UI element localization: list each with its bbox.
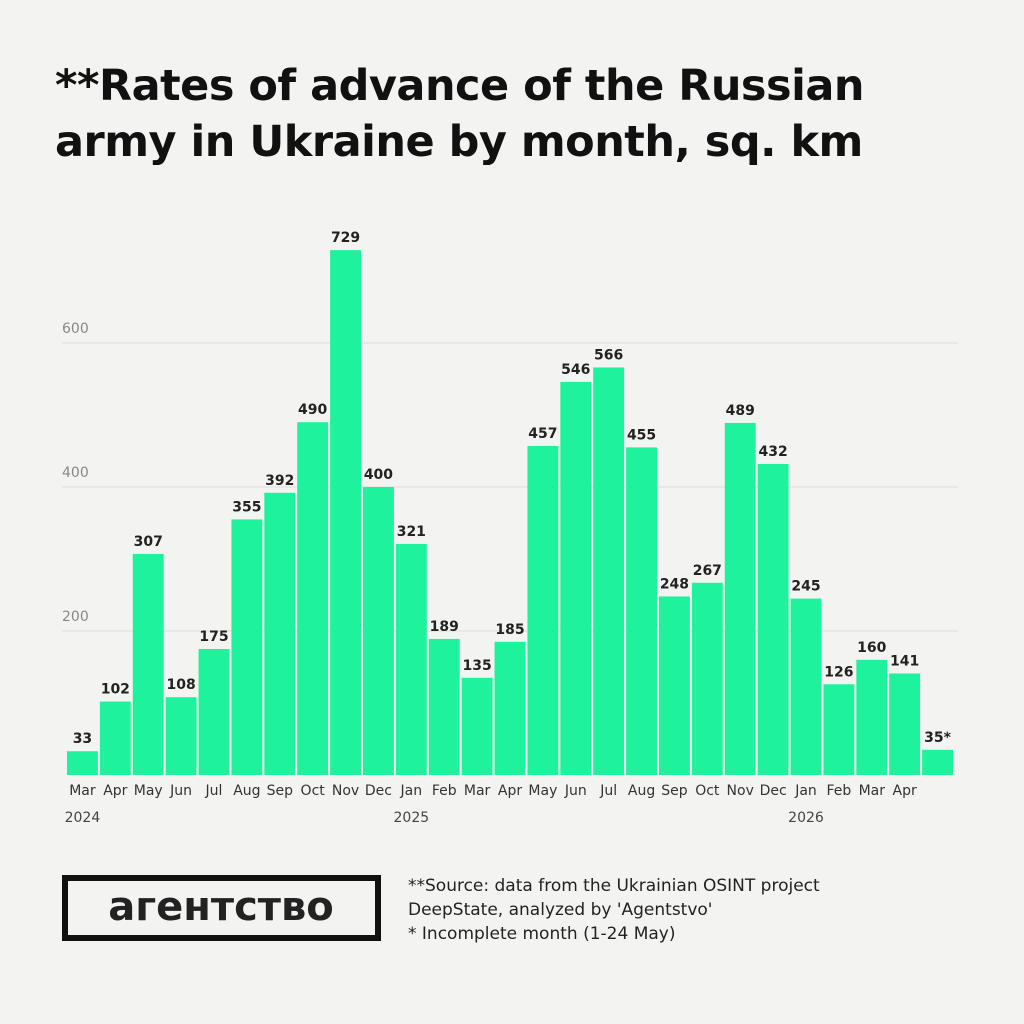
bar	[330, 250, 361, 775]
bar	[691, 582, 723, 775]
x-tick-label: Oct	[695, 783, 720, 799]
bar	[856, 659, 888, 775]
bar	[132, 553, 164, 775]
value-label: 135	[462, 658, 491, 674]
x-tick-label: Jun	[564, 783, 587, 799]
bar	[922, 749, 953, 775]
x-tick-label: Aug	[628, 783, 655, 799]
value-label: 729	[331, 230, 360, 246]
note: **Source: data from the Ukrainian OSINT …	[408, 876, 820, 896]
value-label: 33	[73, 731, 92, 747]
value-label: 35*	[924, 730, 951, 746]
x-tick-label: Aug	[233, 783, 260, 799]
value-label: 267	[693, 563, 722, 579]
year-label: 2024	[65, 810, 101, 826]
bar	[264, 492, 296, 775]
x-tick-label: Mar	[464, 783, 491, 799]
bar	[659, 596, 690, 775]
value-label: 108	[166, 677, 195, 693]
x-tick-label: Jan	[794, 783, 817, 799]
value-label: 141	[890, 653, 919, 669]
bar	[395, 543, 427, 775]
bar	[428, 638, 460, 775]
bar	[67, 751, 98, 775]
logo-box	[62, 875, 381, 941]
x-tick-label: Oct	[301, 783, 326, 799]
y-tick-label: 600	[62, 321, 89, 337]
bar	[527, 445, 559, 775]
bar	[724, 422, 756, 775]
bar	[626, 447, 657, 775]
x-tick-label: Dec	[365, 783, 392, 799]
x-tick-label: Apr	[893, 783, 917, 799]
value-label: 489	[726, 403, 755, 419]
value-label: 490	[298, 402, 327, 418]
bar	[363, 487, 394, 775]
x-tick-label: Feb	[826, 783, 851, 799]
value-label: 160	[857, 640, 886, 656]
x-tick-label: Jul	[599, 783, 617, 799]
y-tick-label: 200	[62, 609, 89, 625]
bar	[198, 649, 230, 775]
value-label: 175	[199, 629, 228, 645]
value-label: 400	[364, 467, 393, 483]
x-tick-label: May	[134, 783, 163, 799]
note: DeepState, analyzed by 'Agentstvo'	[408, 900, 712, 920]
x-tick-label: Sep	[267, 783, 294, 799]
value-label: 355	[232, 499, 261, 515]
value-label: 392	[265, 473, 294, 489]
y-tick-label: 400	[62, 465, 89, 481]
x-tick-label: Jul	[205, 783, 223, 799]
bar	[560, 381, 592, 775]
value-label: 185	[495, 622, 524, 638]
value-label: 432	[758, 444, 787, 460]
x-tick-label: Jan	[400, 783, 423, 799]
x-tick-label: Apr	[103, 783, 127, 799]
value-label: 546	[561, 362, 590, 378]
bar	[461, 677, 493, 775]
bar	[593, 367, 625, 775]
value-label: 566	[594, 347, 623, 363]
bar	[790, 598, 822, 775]
x-tick-label: Sep	[661, 783, 688, 799]
bar	[494, 641, 526, 775]
x-tick-label: Apr	[498, 783, 522, 799]
value-label: 321	[397, 524, 426, 540]
year-label: 2025	[394, 810, 430, 826]
value-label: 245	[791, 579, 820, 595]
x-tick-label: Nov	[332, 783, 359, 799]
bar	[231, 519, 263, 775]
x-tick-label: Jun	[169, 783, 192, 799]
chart-title: **Rates of advance of the Russian army i…	[55, 61, 864, 167]
value-label: 189	[430, 619, 459, 635]
x-tick-label: Nov	[727, 783, 754, 799]
x-tick-label: Dec	[760, 783, 787, 799]
bar	[757, 463, 789, 775]
bar	[99, 701, 131, 775]
x-tick-label: Mar	[69, 783, 96, 799]
value-label: 102	[101, 682, 130, 698]
bar	[823, 684, 855, 775]
x-tick-label: May	[528, 783, 557, 799]
value-label: 307	[134, 534, 163, 550]
value-label: 126	[824, 664, 853, 680]
value-label: 457	[528, 426, 557, 442]
note: * Incomplete month (1-24 May)	[408, 924, 675, 944]
x-tick-label: Feb	[432, 783, 457, 799]
bar	[889, 673, 921, 775]
value-label: 455	[627, 427, 656, 443]
bar	[297, 422, 329, 775]
year-label: 2026	[788, 810, 824, 826]
logo: агентство	[108, 884, 334, 930]
value-label: 248	[660, 576, 689, 592]
x-tick-label: Mar	[859, 783, 886, 799]
bar	[165, 697, 197, 775]
